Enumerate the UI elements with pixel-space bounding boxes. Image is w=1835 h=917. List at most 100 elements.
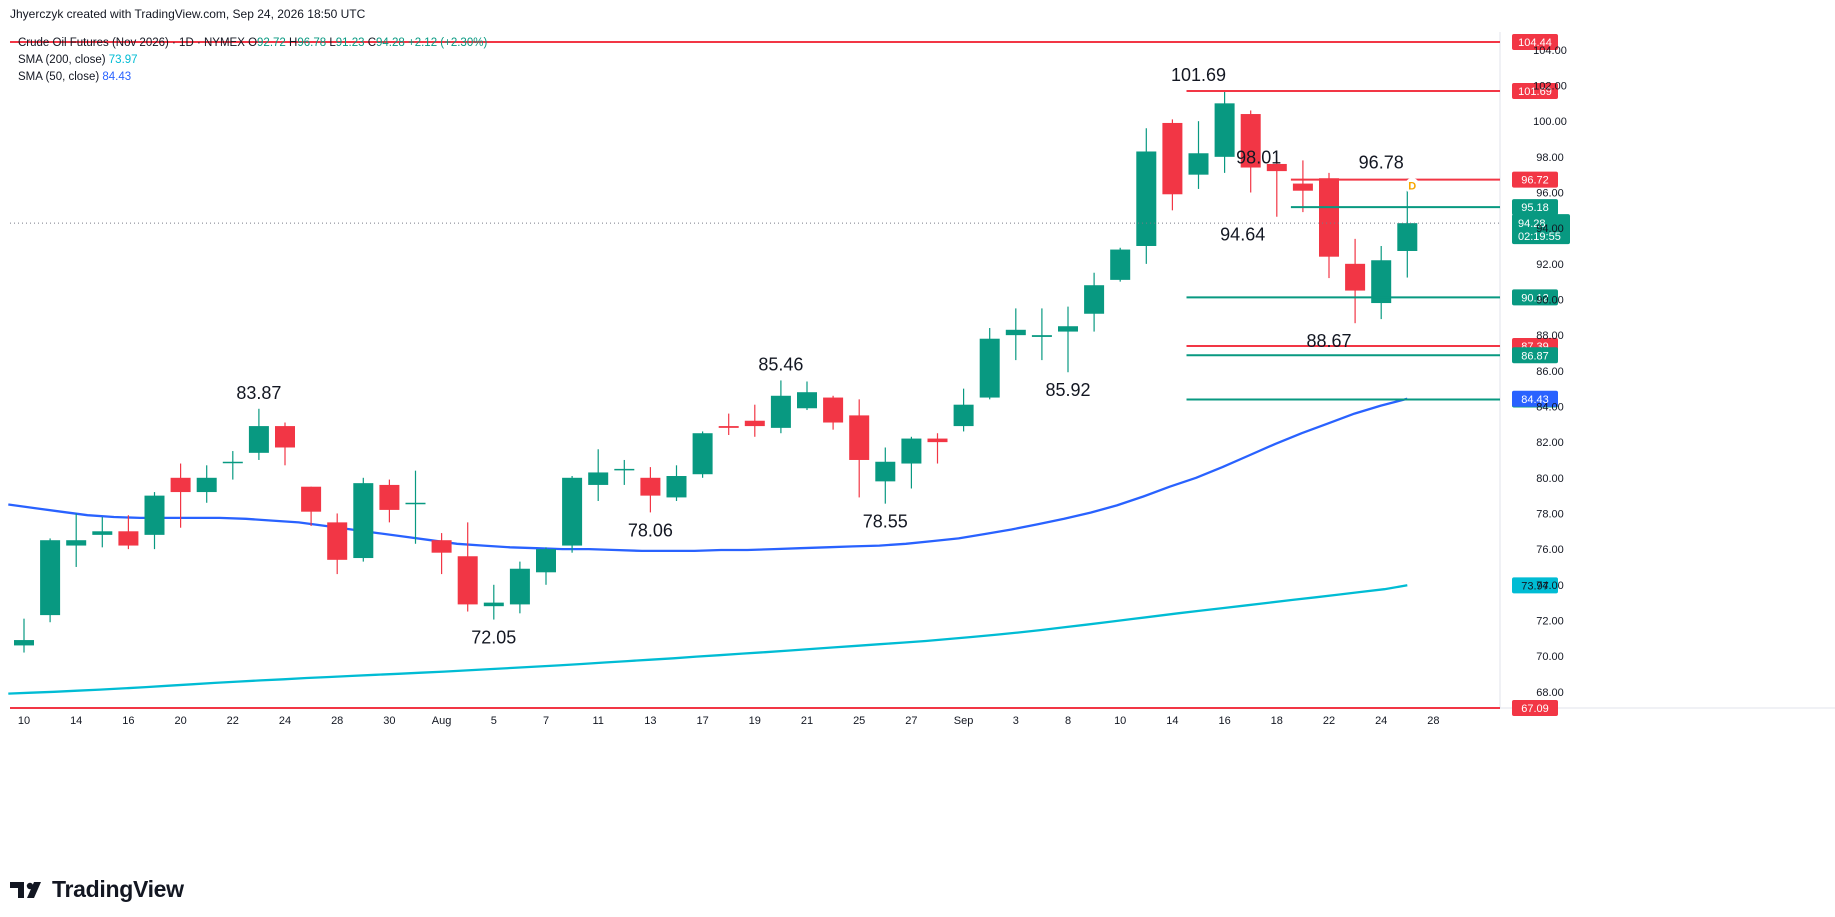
candle (40, 538, 61, 623)
candle (875, 447, 896, 504)
candle (1319, 172, 1339, 279)
candle-body (509, 568, 530, 605)
level-price-tag (1512, 83, 1558, 100)
legend-sma50-row[interactable]: SMA (50, close) 84.43 (18, 69, 487, 86)
candle-body (1005, 329, 1026, 336)
candle (196, 465, 217, 503)
price-annotation: 78.06 (628, 520, 673, 540)
price-tick-label: 86.00 (1536, 366, 1564, 378)
level-price-label: 67.09 (1521, 703, 1549, 715)
price-tick-label: 82.00 (1536, 437, 1564, 449)
time-tick-label: 5 (491, 715, 497, 727)
sma50-price-tag (1512, 390, 1558, 407)
candle-body (1371, 260, 1392, 304)
last-price-label: 94.28 (1518, 218, 1546, 230)
time-tick-label: 30 (383, 715, 395, 727)
candle (1058, 306, 1078, 373)
time-tick-label: Aug (432, 715, 452, 727)
candle-body (797, 392, 817, 409)
candle (301, 486, 322, 526)
time-tick-label: 19 (749, 715, 761, 727)
candle (1084, 272, 1105, 332)
sma200-price-label: 73.97 (1521, 580, 1549, 592)
candle (1345, 238, 1366, 324)
candle (1031, 308, 1052, 361)
sma50-line-group (8, 397, 1408, 553)
level-price-tag (1512, 289, 1558, 306)
candle (640, 467, 661, 513)
level-price-tag (1512, 700, 1558, 716)
candle-body (1188, 153, 1209, 175)
legend-symbol-row: Crude Oil Futures (Nov 2026) · 1D · NYME… (18, 35, 487, 52)
candle (1214, 91, 1235, 173)
level-price-label: 86.87 (1521, 350, 1549, 362)
price-tick-label: 78.00 (1536, 508, 1564, 520)
candle (405, 470, 426, 544)
time-tick-label: 11 (592, 715, 603, 727)
candle-body (301, 486, 322, 512)
price-tick-label: 96.00 (1536, 187, 1564, 199)
price-annotation: 85.92 (1045, 380, 1090, 400)
time-tick-label: 14 (1166, 715, 1178, 727)
level-price-label: 101.69 (1518, 86, 1552, 98)
candle-body (275, 426, 295, 448)
candle (170, 463, 191, 528)
candle (457, 522, 478, 612)
price-tick-label: 104.00 (1533, 45, 1567, 57)
candle-body (1214, 103, 1235, 157)
candle-body (144, 495, 165, 535)
price-annotation: 72.05 (471, 628, 516, 648)
candle-body (1240, 114, 1261, 168)
sma200-line-group (8, 584, 1408, 695)
candle (953, 388, 974, 432)
level-price-label: 95.18 (1521, 202, 1549, 214)
candle-body (1397, 223, 1418, 251)
legend-sma200-row[interactable]: SMA (200, close) 73.97 (18, 52, 487, 69)
time-tick-label: 8 (1065, 715, 1071, 727)
candle-body (666, 476, 687, 498)
candle (327, 513, 348, 575)
candle-body (40, 540, 61, 616)
candle (770, 380, 791, 434)
candle-body (1345, 263, 1366, 291)
candle-body (483, 602, 504, 607)
price-tick-label: 74.00 (1536, 580, 1564, 592)
candle-body (14, 640, 34, 646)
candle-body (1292, 183, 1313, 191)
candle-body (196, 477, 217, 493)
time-tick-label: 7 (543, 715, 549, 727)
candle (666, 465, 687, 501)
candle-body (718, 426, 739, 428)
candle (797, 381, 817, 411)
candle (431, 533, 452, 575)
time-tick-label: 24 (1375, 715, 1387, 727)
price-tick-label: 76.00 (1536, 544, 1564, 556)
time-tick-label: 28 (331, 715, 343, 727)
candle (1266, 160, 1287, 217)
tradingview-logo-icon (10, 881, 41, 898)
candle (14, 618, 34, 653)
chart-legend: Crude Oil Futures (Nov 2026) · 1D · NYME… (18, 35, 487, 86)
time-axis: 10 14 16 20 22 24 28 30 Aug 5 7 11 13 17 19 21 25 27 Sep 3 8… (18, 715, 1440, 727)
candle (66, 513, 87, 567)
legend-symbol: Crude Oil Futures (Nov 2026) · 1D · NYME… (18, 37, 245, 49)
candle-body (640, 477, 661, 496)
tradingview-logo[interactable]: TradingView (10, 876, 184, 903)
time-tick-label: 10 (18, 715, 30, 727)
price-annotation: 96.78 (1359, 153, 1404, 173)
candle (92, 517, 113, 548)
candle-body (1136, 151, 1157, 246)
candle-body (979, 338, 1000, 398)
price-tick-label: 80.00 (1536, 473, 1564, 485)
time-tick-label: 25 (853, 715, 865, 727)
candle (614, 459, 635, 485)
candle (248, 408, 269, 460)
time-tick-label: 21 (801, 715, 813, 727)
time-tick-label: Sep (954, 715, 974, 727)
candle-body (405, 502, 426, 505)
time-tick-label: 10 (1114, 715, 1126, 727)
level-price-tag (1512, 199, 1558, 216)
legend-low-value: 91.23 (335, 37, 365, 49)
legend-open-label: O (248, 37, 258, 49)
